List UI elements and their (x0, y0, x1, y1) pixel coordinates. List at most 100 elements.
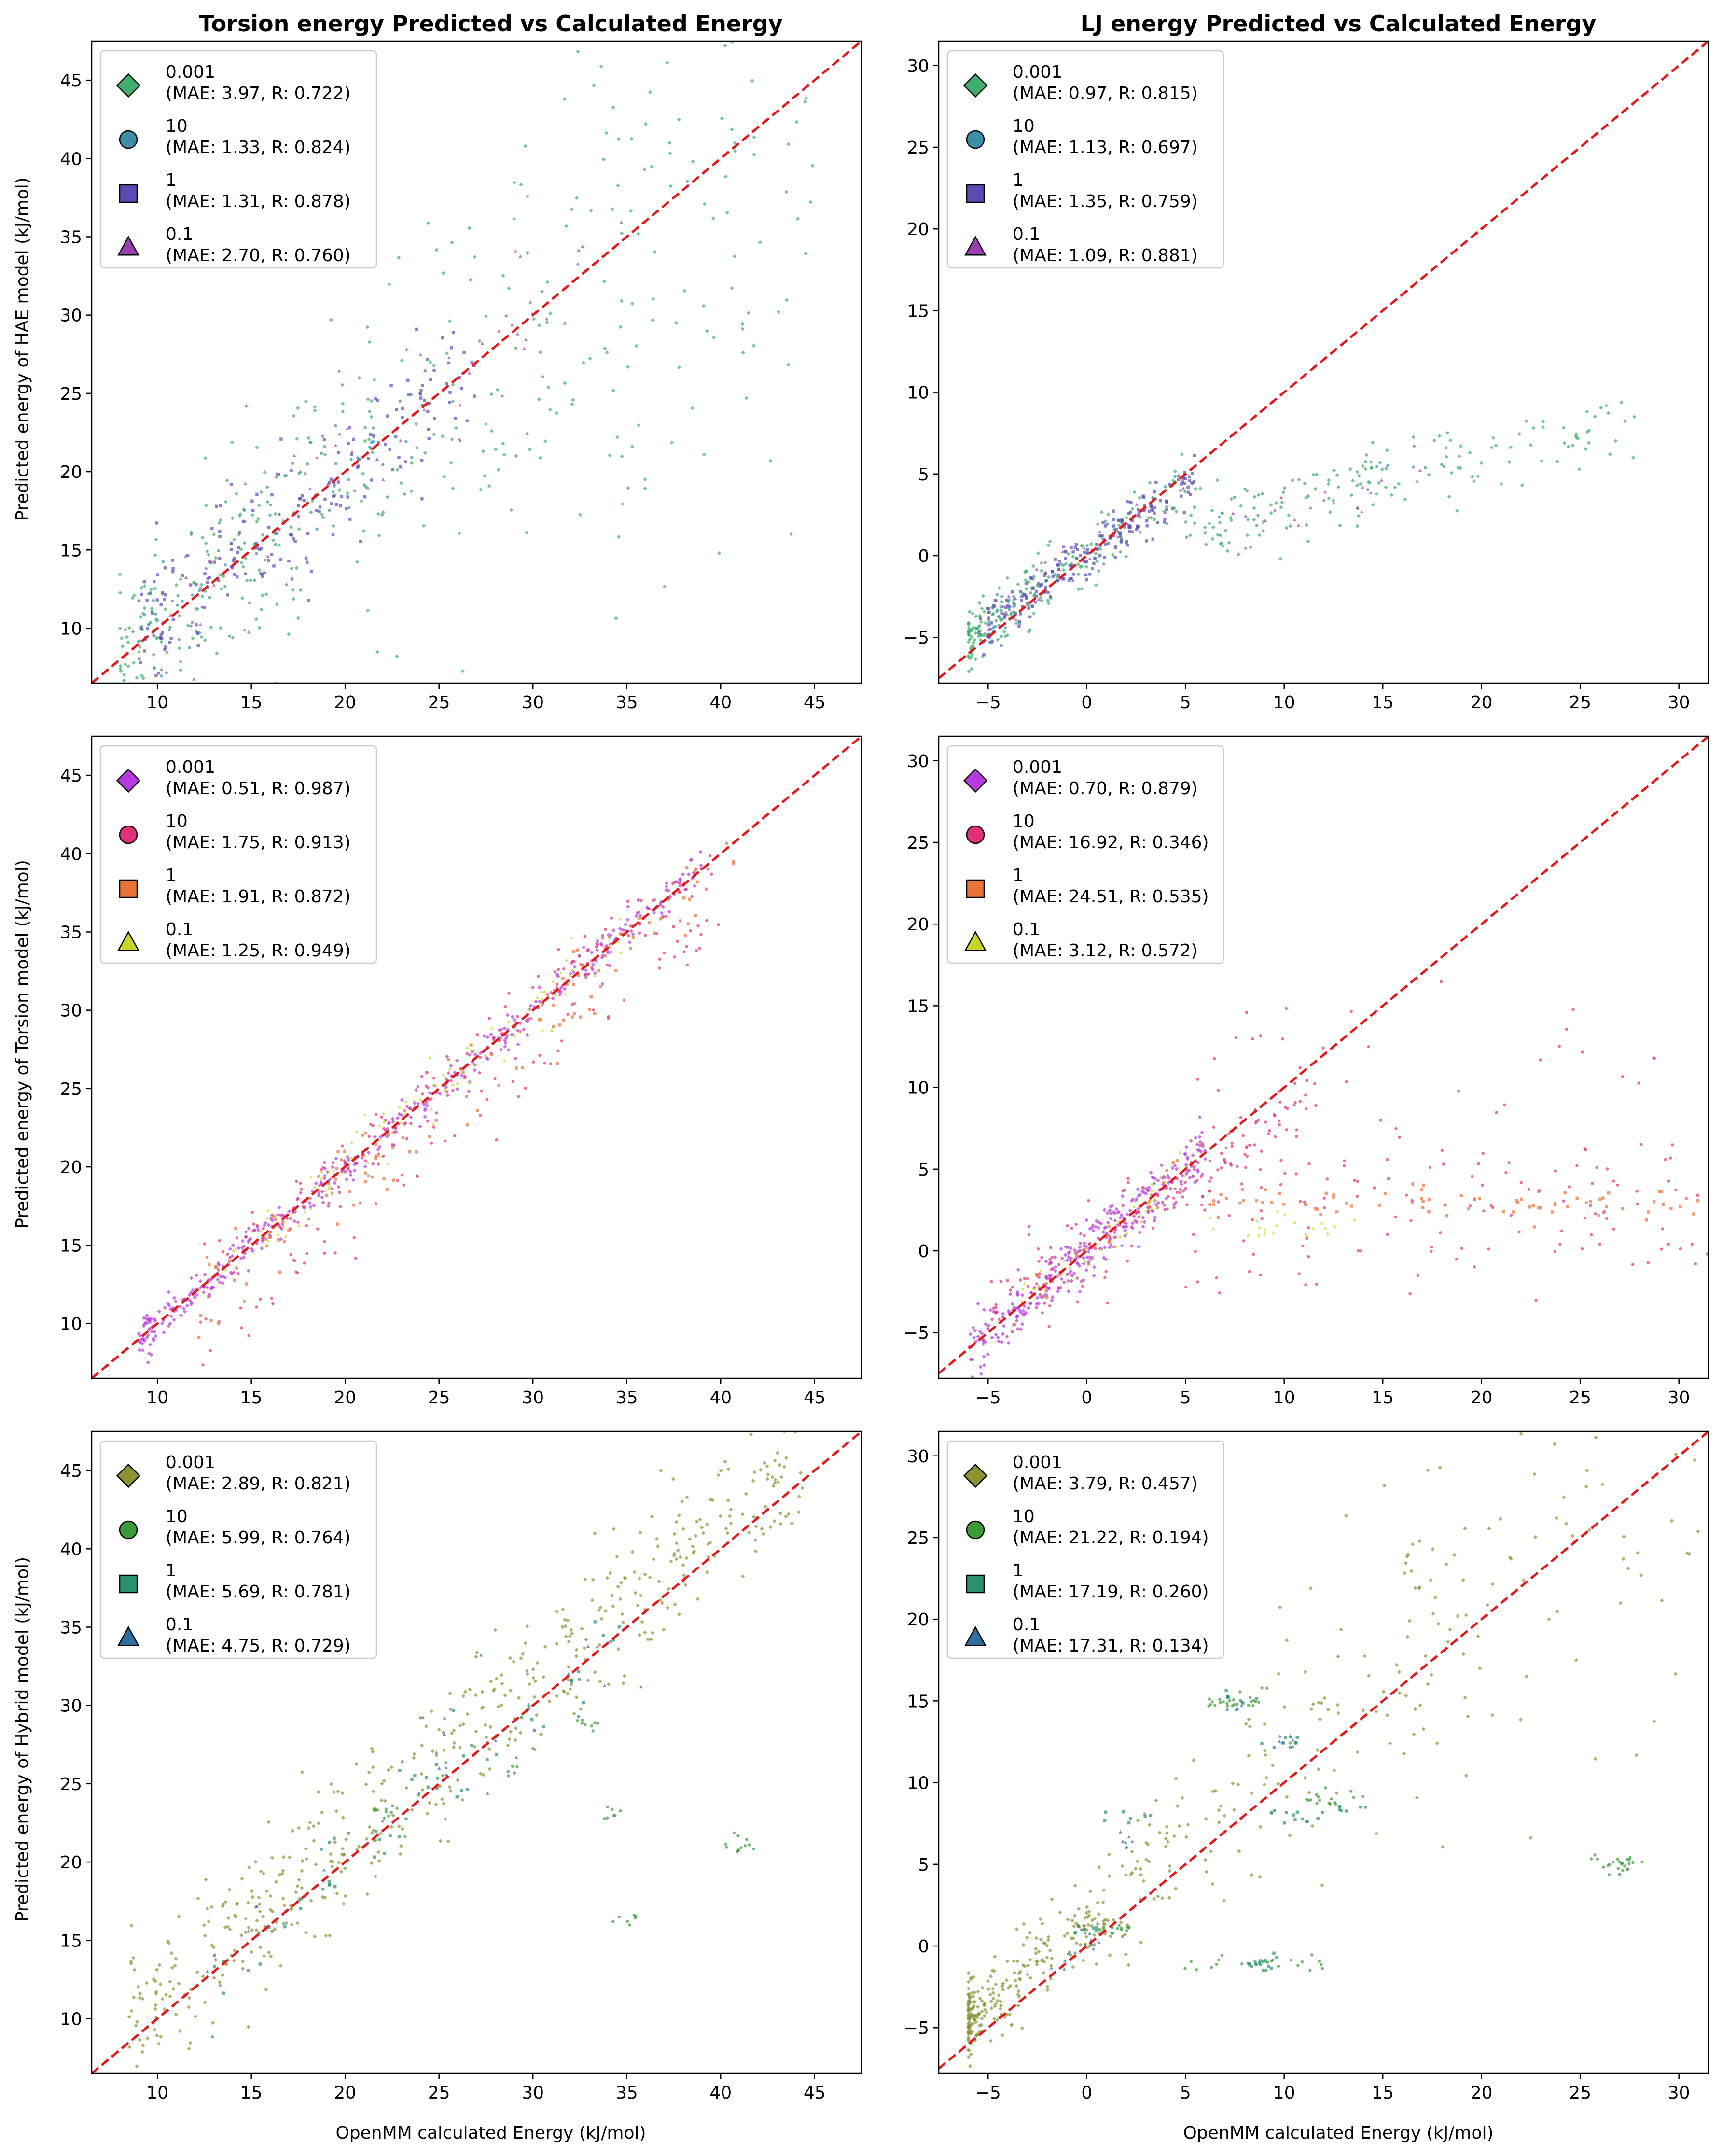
data-point (296, 1220, 300, 1224)
data-point (447, 1071, 450, 1075)
data-point (147, 1351, 151, 1356)
data-point (1259, 1959, 1263, 1962)
data-point (343, 1161, 347, 1164)
data-point (515, 1765, 519, 1769)
data-point (351, 1178, 356, 1182)
data-point (736, 1834, 740, 1837)
data-point (276, 1213, 280, 1217)
data-point (1086, 1923, 1091, 1927)
data-point (218, 1983, 222, 1987)
data-point (612, 938, 617, 942)
data-point (154, 2016, 158, 2020)
data-point (1277, 1671, 1281, 1676)
data-point (374, 1202, 378, 1205)
data-point (1409, 1569, 1414, 1573)
data-point (210, 2020, 215, 2025)
data-point (386, 1768, 391, 1772)
data-point (338, 1205, 342, 1208)
data-point (427, 1135, 431, 1138)
data-point (206, 581, 209, 584)
data-point (1141, 1224, 1145, 1229)
data-point (698, 1517, 702, 1522)
data-point (1055, 575, 1060, 579)
data-point (717, 551, 722, 556)
data-point (199, 635, 204, 639)
data-point (1213, 1703, 1217, 1707)
data-point (691, 1544, 695, 1549)
data-point (1215, 478, 1220, 483)
data-point (1258, 1824, 1263, 1829)
identity-line (939, 736, 1709, 1374)
data-point (444, 1765, 448, 1769)
data-point (570, 402, 574, 406)
data-point (560, 1624, 565, 1629)
x-tick-label: 10 (1273, 2083, 1295, 2103)
data-point (399, 1120, 403, 1124)
data-point (177, 1981, 181, 1986)
data-point (219, 626, 223, 630)
data-point (1305, 1107, 1308, 1111)
data-point (1041, 1971, 1046, 1975)
data-point (327, 1186, 331, 1190)
data-point (1199, 1149, 1203, 1154)
data-point (1085, 544, 1089, 548)
data-point (339, 1870, 344, 1874)
data-point (1593, 1853, 1597, 1857)
data-point (264, 592, 269, 597)
data-point (1121, 521, 1124, 525)
data-point (654, 1537, 659, 1541)
data-point (171, 1306, 175, 1311)
data-point (968, 656, 973, 661)
data-point (1001, 1315, 1004, 1318)
data-point (1018, 1977, 1023, 1982)
data-point (381, 463, 385, 466)
data-point (255, 546, 259, 550)
data-point (1245, 1154, 1249, 1158)
data-point (1071, 554, 1075, 559)
data-point (498, 1028, 501, 1032)
data-point (186, 2005, 191, 2009)
data-point (1694, 1262, 1697, 1266)
data-point (327, 1880, 331, 1883)
data-point (1144, 1209, 1148, 1212)
data-point (141, 2043, 145, 2048)
data-point (138, 639, 141, 643)
data-point (1418, 468, 1422, 472)
data-point (1374, 492, 1378, 496)
data-point (1037, 597, 1041, 601)
y-tick-label: 15 (907, 301, 929, 321)
data-point (1229, 518, 1234, 522)
data-point (1073, 1950, 1077, 1954)
data-point (1283, 1213, 1287, 1217)
data-point (586, 1644, 590, 1648)
data-point (567, 1639, 571, 1644)
data-point (391, 1813, 395, 1818)
data-point (997, 1339, 1001, 1344)
data-point (485, 1097, 489, 1101)
data-point (732, 862, 736, 866)
data-point (481, 1773, 486, 1778)
data-point (1002, 616, 1006, 619)
data-point (349, 458, 353, 462)
data-point (155, 598, 159, 602)
data-point (1323, 490, 1327, 494)
data-point (200, 605, 204, 608)
data-point (1607, 1191, 1611, 1195)
data-point (972, 2004, 976, 2008)
data-point (1177, 474, 1180, 478)
data-point (460, 669, 465, 673)
data-point (137, 650, 141, 654)
data-point (140, 1342, 145, 1346)
data-point (987, 619, 991, 624)
data-point (460, 1797, 465, 1802)
data-point (163, 1305, 167, 1310)
data-point (1137, 1245, 1141, 1249)
data-point (243, 556, 248, 560)
data-point (428, 1055, 432, 1059)
data-point (1348, 467, 1353, 471)
data-point (191, 593, 194, 597)
data-point (1224, 1146, 1228, 1150)
data-point (1256, 514, 1260, 517)
data-point (610, 916, 613, 920)
data-point (1555, 1609, 1559, 1614)
